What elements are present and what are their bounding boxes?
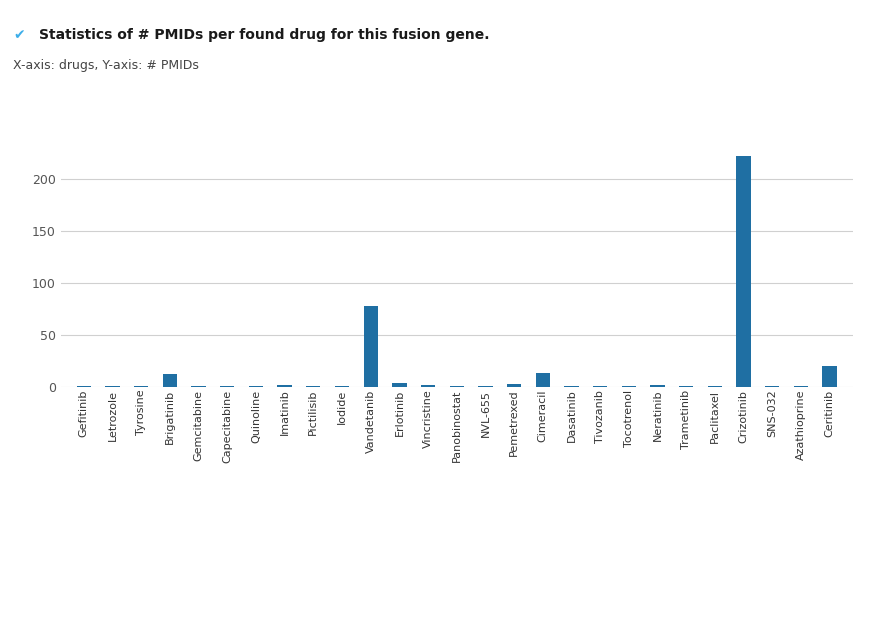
Bar: [392, 383, 406, 387]
Bar: [793, 386, 807, 387]
Bar: [706, 386, 721, 387]
Bar: [764, 386, 779, 387]
Bar: [421, 385, 434, 387]
Bar: [449, 386, 463, 387]
Bar: [249, 386, 262, 387]
Bar: [650, 385, 664, 387]
Text: X-axis: drugs, Y-axis: # PMIDs: X-axis: drugs, Y-axis: # PMIDs: [13, 59, 199, 72]
Bar: [679, 386, 693, 387]
Text: Statistics of # PMIDs per found drug for this fusion gene.: Statistics of # PMIDs per found drug for…: [39, 28, 489, 42]
Bar: [735, 156, 750, 387]
Bar: [564, 386, 578, 387]
Bar: [134, 386, 149, 387]
Bar: [593, 386, 607, 387]
Bar: [220, 386, 234, 387]
Bar: [535, 373, 549, 387]
Bar: [277, 385, 291, 387]
Bar: [76, 386, 91, 387]
Bar: [163, 374, 177, 387]
Bar: [478, 386, 492, 387]
Bar: [363, 306, 377, 387]
Bar: [335, 386, 348, 387]
Bar: [621, 386, 635, 387]
Bar: [105, 386, 120, 387]
Text: ✔: ✔: [13, 28, 24, 42]
Bar: [306, 386, 320, 387]
Bar: [507, 384, 521, 387]
Bar: [821, 366, 836, 387]
Bar: [191, 386, 206, 387]
